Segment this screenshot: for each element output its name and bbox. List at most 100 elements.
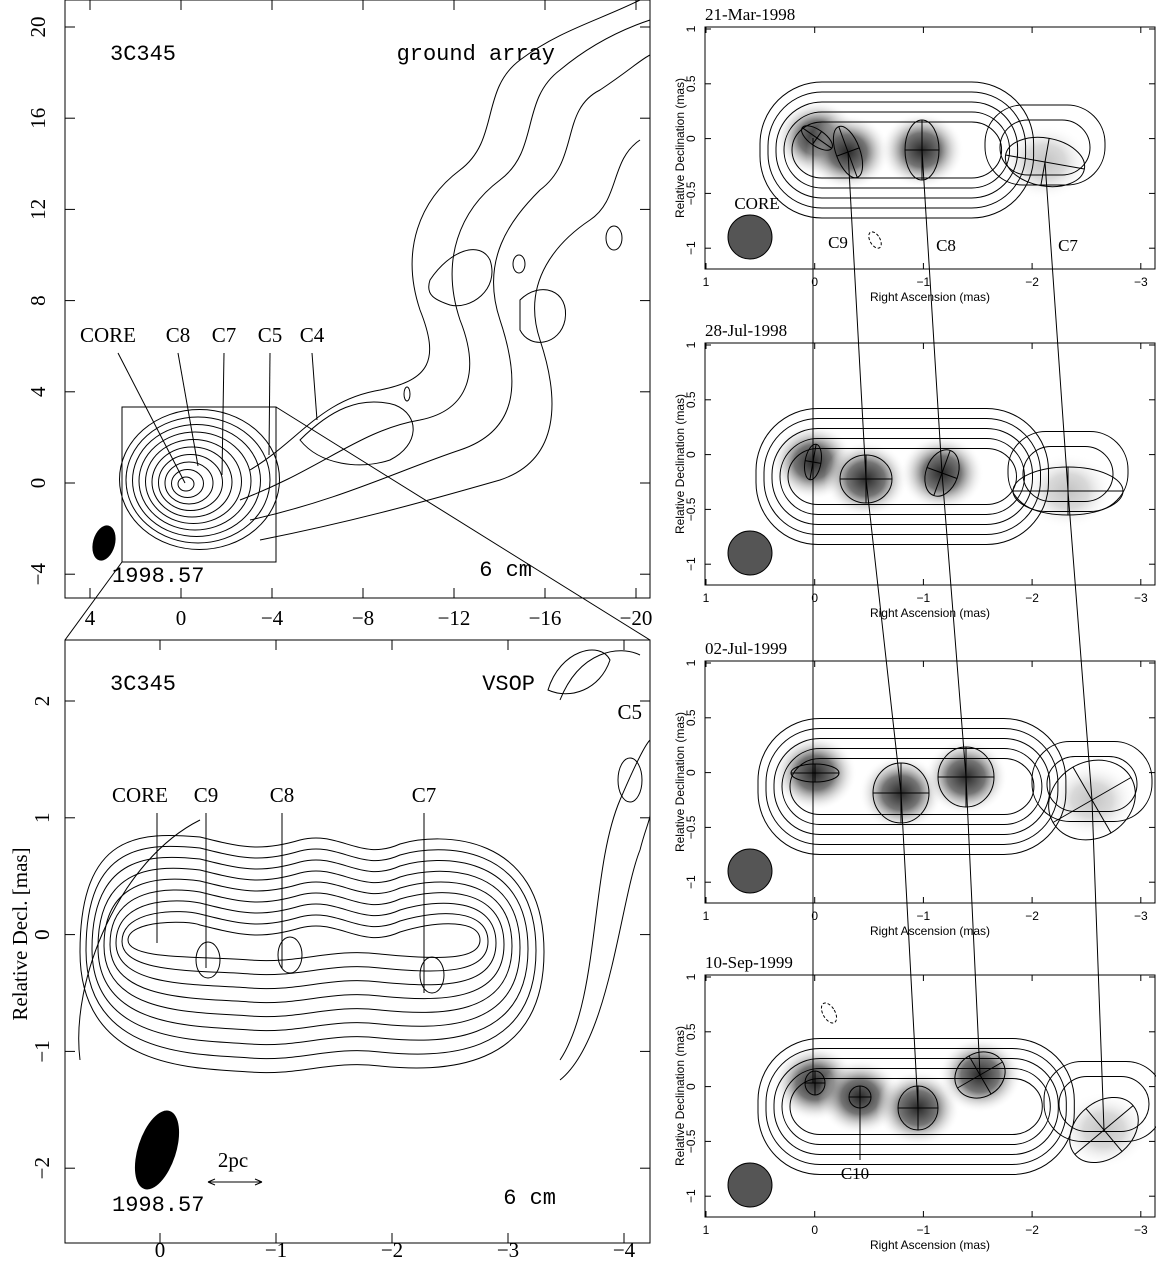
x-tick-label: −1 (917, 591, 931, 605)
figure: 3C345 ground array 1998.57 6 cm 3C345 VS… (0, 0, 1156, 1261)
contour (122, 912, 488, 975)
beam (728, 1163, 772, 1207)
y-tick-label: 0.5 (684, 75, 698, 92)
x-tick-label: −8 (352, 606, 374, 630)
array-name: VSOP (482, 672, 535, 697)
component-label: C8 (936, 236, 956, 255)
track (1045, 162, 1104, 1130)
y-tick-label: −0.5 (684, 1129, 698, 1153)
contour (178, 477, 194, 491)
epoch: 1998.57 (112, 1193, 204, 1218)
wavelength: 6 cm (479, 558, 532, 583)
x-axis-label: Right Ascension (mas) (870, 924, 990, 938)
y-tick-label: 0 (684, 451, 698, 458)
x-axis-label: Right Ascension (mas) (870, 1238, 990, 1252)
component-label: CORE (734, 194, 779, 213)
date-label: 21-Mar-1998 (705, 5, 795, 24)
contour (126, 417, 270, 543)
contour (240, 20, 650, 500)
y-tick-label: 4 (26, 386, 50, 397)
contour (606, 226, 622, 250)
source-name: 3C345 (110, 42, 176, 67)
contour (300, 402, 413, 465)
x-tick-label: 0 (811, 275, 818, 289)
y-tick-label: −0.5 (684, 497, 698, 521)
y-tick-label: −1 (684, 875, 698, 889)
y-tick-label: −1 (684, 241, 698, 255)
y-tick-label: 1 (684, 341, 698, 348)
component-label: C8 (270, 783, 295, 807)
source-name: 3C345 (110, 672, 176, 697)
contour (513, 255, 525, 273)
contour (429, 250, 492, 306)
x-tick-label: −12 (438, 606, 471, 630)
component-label: C10 (841, 1164, 869, 1183)
y-tick-label: 12 (26, 199, 50, 220)
beam (126, 1105, 187, 1195)
y-tick-label: 0 (684, 769, 698, 776)
y-tick-label: 1 (684, 973, 698, 980)
y-tick-label: 2 (30, 696, 54, 707)
y-tick-label: 0 (26, 478, 50, 489)
contour (548, 650, 640, 700)
beam (728, 215, 772, 259)
y-tick-label: 0 (30, 929, 54, 940)
array-name: ground array (397, 42, 555, 67)
y-tick-label: −2 (30, 1157, 54, 1179)
pointer (269, 353, 270, 455)
x-tick-label: −3 (1134, 909, 1148, 923)
component-label: C9 (828, 233, 848, 252)
y-tick-label: −1 (684, 557, 698, 571)
x-tick-label: −2 (1025, 1223, 1039, 1237)
y-tick-label: 0.5 (684, 709, 698, 726)
y-tick-label: 0 (684, 1083, 698, 1090)
x-tick-label: −3 (1134, 275, 1148, 289)
y-tick-label: −1 (684, 1189, 698, 1203)
contour (196, 942, 220, 978)
date-label: 02-Jul-1999 (705, 639, 787, 658)
component-label: C7 (412, 783, 437, 807)
component-label: C5 (258, 323, 283, 347)
wavelength: 6 cm (503, 1186, 556, 1211)
x-tick-label: −16 (529, 606, 562, 630)
component-label: C7 (1058, 236, 1078, 255)
contour (152, 447, 232, 517)
x-tick-label: 4 (85, 606, 96, 630)
y-tick-label: −0.5 (684, 181, 698, 205)
x-tick-label: −2 (1025, 275, 1039, 289)
zoom-box (122, 407, 276, 562)
component-label: C7 (212, 323, 237, 347)
contour (250, 0, 640, 470)
x-tick-label: 0 (811, 909, 818, 923)
contour (128, 922, 480, 960)
x-tick-label: 0 (811, 1223, 818, 1237)
contour (866, 230, 884, 251)
beam (728, 531, 772, 575)
date-label: 28-Jul-1998 (705, 321, 787, 340)
x-tick-label: 1 (703, 591, 710, 605)
component-label: C9 (194, 783, 219, 807)
page: 3C345 ground array 1998.57 6 cm 3C345 VS… (0, 0, 1156, 1261)
scale-label: 2pc (218, 1148, 248, 1172)
y-tick-label: 0 (684, 135, 698, 142)
pointer (222, 353, 224, 475)
y-tick-label: 0.5 (684, 1023, 698, 1040)
component-label: C5 (617, 700, 642, 724)
contour (172, 470, 204, 498)
x-axis-label: Right Ascension (mas) (870, 290, 990, 304)
x-tick-label: 1 (703, 275, 710, 289)
x-tick-label: −1 (917, 909, 931, 923)
contour (618, 758, 642, 802)
date-label: 10-Sep-1999 (705, 953, 793, 972)
component-label: C8 (166, 323, 191, 347)
x-tick-label: 0 (811, 591, 818, 605)
x-tick-label: −2 (1025, 909, 1039, 923)
contour (520, 290, 566, 343)
x-tick-label: 1 (703, 1223, 710, 1237)
x-tick-label: 0 (176, 606, 187, 630)
y-tick-label: 0.5 (684, 391, 698, 408)
y-tick-label: −4 (26, 563, 50, 586)
component-label: CORE (80, 323, 136, 347)
contour (104, 879, 512, 1017)
beam (728, 849, 772, 893)
